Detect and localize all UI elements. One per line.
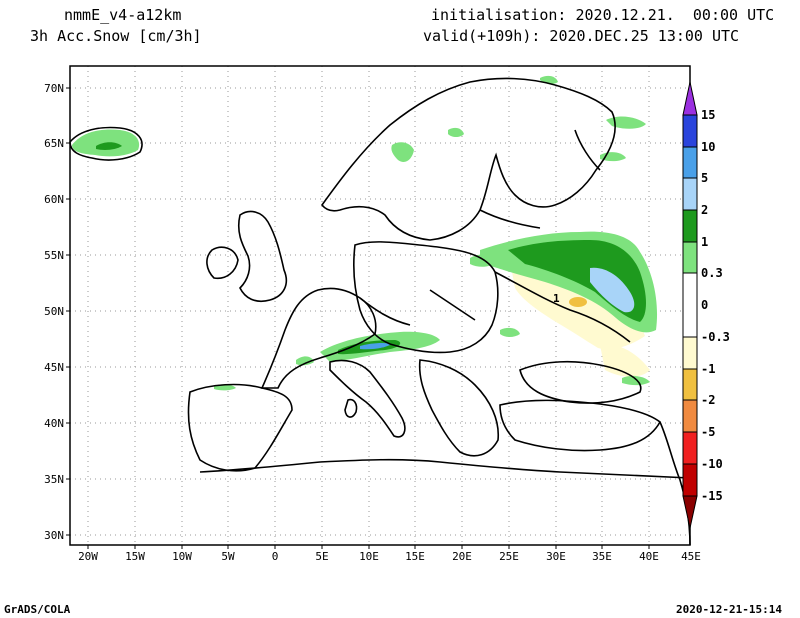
lat-tick-label: 60N: [44, 193, 64, 206]
lat-tick-label: 40N: [44, 417, 64, 430]
colorbar-label: -2: [701, 393, 715, 407]
lon-tick-label: 5W: [221, 550, 235, 563]
colorbar-label: 2: [701, 203, 708, 217]
lat-tick-label: 70N: [44, 82, 64, 95]
lat-tick-label: 45N: [44, 361, 64, 374]
lat-tick-label: 55N: [44, 249, 64, 262]
lat-tick-label: 35N: [44, 473, 64, 486]
colorbar-label: -15: [701, 489, 723, 503]
lat-tick-labels: 70N 65N 60N 55N 50N 45N 40N 35N 30N: [44, 82, 64, 542]
colorbar-label: 0.3: [701, 266, 723, 280]
coastlines: [69, 77, 691, 546]
colorbar-swatch-maroon: [682, 495, 698, 529]
lon-tick-label: 40E: [639, 550, 659, 563]
lon-tick-label: 15W: [125, 550, 145, 563]
grads-credit: GrADS/COLA: [4, 603, 71, 616]
lon-tick-label: 25E: [499, 550, 519, 563]
colorbar-swatch-mid-blue: [682, 146, 698, 179]
colorbar-label: 15: [701, 108, 715, 122]
colorbar-label: 10: [701, 140, 715, 154]
render-timestamp: 2020-12-21-15:14: [676, 603, 782, 616]
axis-ticks: [66, 87, 650, 549]
valid-time: valid(+109h): 2020.DEC.25 13:00 UTC: [423, 27, 740, 45]
colorbar-swatch-dark-red: [682, 463, 698, 497]
colorbar-label: -5: [701, 425, 715, 439]
colorbar-label: 5: [701, 171, 708, 185]
colorbar-label: -0.3: [701, 330, 730, 344]
lon-tick-label: 10W: [172, 550, 192, 563]
colorbar-label: 0: [701, 298, 708, 312]
lat-tick-label: 65N: [44, 137, 64, 150]
contour-label: 1: [553, 292, 560, 305]
colorbar-swatch-yellow: [682, 368, 698, 401]
colorbar-swatch-red: [682, 431, 698, 465]
colorbar-labels: 15 10 5 2 1 0.3 0 -0.3 -1 -2 -5 -10 -15: [701, 108, 730, 503]
graticule: [70, 66, 690, 545]
colorbar-swatch-light-green: [682, 241, 698, 274]
colorbar-swatch-pale-yellow: [682, 336, 698, 370]
colorbar-swatch-blue: [682, 114, 698, 148]
lon-tick-label: 45E: [681, 550, 701, 563]
lon-tick-label: 10E: [359, 550, 379, 563]
lon-tick-label: 5E: [315, 550, 328, 563]
lat-tick-label: 50N: [44, 305, 64, 318]
lon-tick-label: 20W: [78, 550, 98, 563]
colorbar-swatch-dark-green: [682, 209, 698, 243]
colorbar-label: 1: [701, 235, 708, 249]
variable-title: 3h Acc.Snow [cm/3h]: [30, 27, 202, 45]
lon-tick-label: 15E: [405, 550, 425, 563]
colorbar-swatch-light-blue: [682, 177, 698, 211]
lon-tick-label: 0: [272, 550, 279, 563]
model-title: nmmE_v4-a12km: [64, 6, 182, 24]
lat-tick-label: 30N: [44, 529, 64, 542]
lon-tick-labels: 20W 15W 10W 5W 0 5E 10E 15E 20E 25E 30E …: [78, 550, 701, 563]
lon-tick-label: 30E: [546, 550, 566, 563]
lon-tick-label: 35E: [592, 550, 612, 563]
colorbar: [682, 81, 698, 529]
colorbar-label: -10: [701, 457, 723, 471]
lon-tick-label: 20E: [452, 550, 472, 563]
colorbar-swatch-white: [682, 272, 698, 338]
colorbar-swatch-orange: [682, 399, 698, 433]
colorbar-label: -1: [701, 362, 715, 376]
init-time: initialisation: 2020.12.21. 00:00 UTC: [431, 6, 775, 24]
